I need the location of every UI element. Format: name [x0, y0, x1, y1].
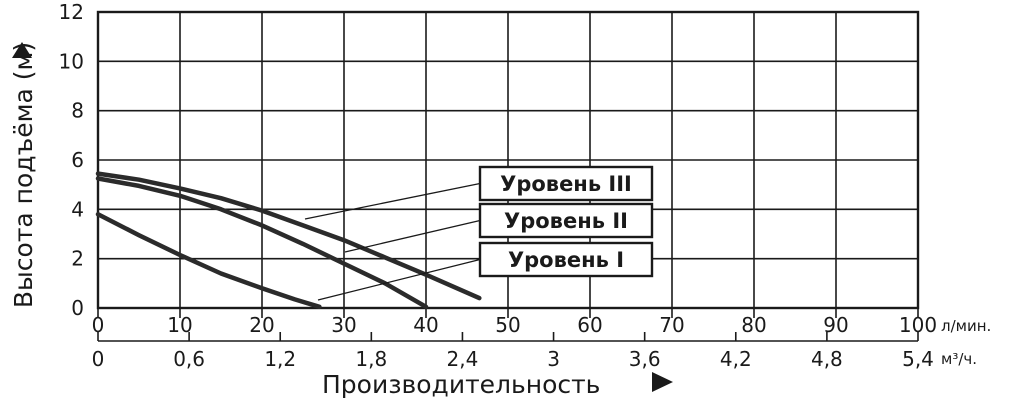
series-line-3 — [95, 171, 482, 301]
x-primary-tick-label: 90 — [823, 313, 848, 337]
x-primary-tick-label: 30 — [331, 313, 356, 337]
leader-lines — [304, 182, 481, 301]
y-tick-label: 2 — [71, 247, 84, 271]
x-secondary-tick-label: 3,6 — [629, 347, 661, 371]
y-axis-arrow-icon — [12, 42, 32, 58]
y-tick-label: 8 — [71, 99, 84, 123]
series-label: Уровень I — [508, 248, 624, 272]
x-primary-tick-label: 80 — [741, 313, 766, 337]
series-label: Уровень II — [504, 209, 628, 233]
x-secondary-tick-label: 4,8 — [811, 347, 843, 371]
plot-frame — [96, 10, 920, 310]
x-primary-tick-label: 0 — [92, 313, 105, 337]
label-leader-line — [304, 182, 481, 220]
x-primary-tick-label: 40 — [413, 313, 438, 337]
y-tick-label: 6 — [71, 148, 84, 172]
x-primary-tick-label: 50 — [495, 313, 520, 337]
y-tick-label: 0 — [71, 296, 84, 320]
x-secondary-tick-label: 1,8 — [355, 347, 387, 371]
x-primary-tick-label: 70 — [659, 313, 684, 337]
x-secondary-tick-label: 0 — [92, 347, 105, 371]
x-secondary-tick-label: 2,4 — [447, 347, 479, 371]
x-secondary-tick-label: 4,2 — [720, 347, 752, 371]
label-leader-line — [344, 219, 481, 253]
y-axis-title: Высота подъёма (м) — [9, 42, 38, 308]
series-line-1 — [95, 212, 322, 310]
series-labels: Уровень III Уровень II Уровень I — [478, 165, 654, 278]
series-label-box — [478, 202, 654, 239]
series-line-2 — [95, 176, 429, 310]
x-secondary-tick-label: 3 — [547, 347, 560, 371]
x-secondary-tick-label: 5,4 — [902, 347, 934, 371]
x-primary-tick-label: 60 — [577, 313, 602, 337]
x-primary-tick-label: 100 — [899, 313, 937, 337]
tick-labels: 0 10 20 30 40 50 60 70 80 90 100 0 2 4 6 8 10 12 0 0,6 1,2 1,… — [59, 0, 938, 371]
series-label-box — [478, 241, 654, 278]
series-label: Уровень III — [500, 172, 632, 196]
x-secondary-tick-label: 0,6 — [173, 347, 205, 371]
x-axis-title: Производительность — [322, 370, 600, 399]
y-tick-label: 4 — [71, 197, 84, 221]
x-axis-arrow-icon — [652, 372, 673, 392]
x-primary-unit-label: л/мин. — [941, 317, 991, 335]
y-tick-label: 10 — [59, 49, 84, 73]
y-tick-label: 12 — [59, 0, 84, 24]
x-primary-tick-label: 10 — [167, 313, 192, 337]
series-label-box — [478, 165, 654, 202]
x-primary-tick-label: 20 — [249, 313, 274, 337]
x-secondary-unit-label: м³/ч. — [941, 350, 977, 368]
curves — [95, 171, 482, 310]
label-leader-line — [317, 258, 481, 301]
x-secondary-tick-label: 1,2 — [264, 347, 296, 371]
